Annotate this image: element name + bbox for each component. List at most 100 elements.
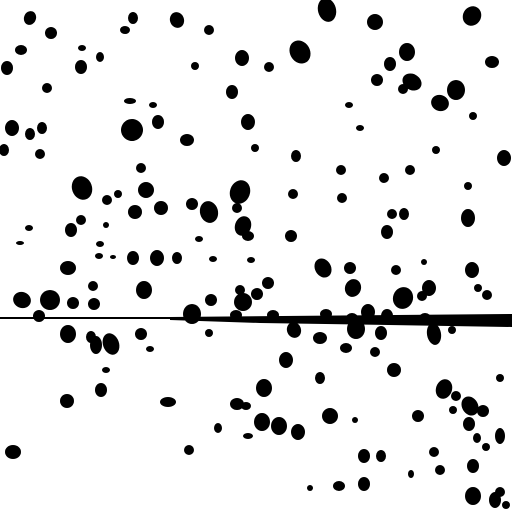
speckle-blob bbox=[232, 203, 242, 213]
speckle-blob bbox=[398, 84, 408, 94]
speckle-blob bbox=[279, 352, 293, 368]
speckle-blob bbox=[345, 102, 353, 108]
speckle-blob bbox=[45, 27, 57, 39]
speckle-blob bbox=[169, 12, 185, 28]
speckle-blob bbox=[387, 363, 401, 377]
speckle-blob bbox=[226, 85, 238, 99]
speckle-blob bbox=[42, 83, 52, 93]
speckle-blob bbox=[376, 450, 386, 462]
speckle-blob bbox=[75, 60, 87, 74]
speckle-blob bbox=[120, 26, 130, 34]
speckle-blob bbox=[451, 391, 461, 401]
speckle-blob bbox=[337, 193, 347, 203]
speckle-blob bbox=[78, 45, 86, 51]
speckle-blob bbox=[234, 293, 252, 311]
speckle-blob bbox=[286, 322, 302, 338]
speckle-blob bbox=[381, 225, 393, 239]
speckle-blob bbox=[251, 144, 259, 152]
speckle-blob bbox=[474, 284, 482, 292]
speckle-blob bbox=[391, 265, 401, 275]
speckle-blob bbox=[65, 223, 77, 237]
speckle-blob bbox=[60, 325, 76, 343]
speckle-blob bbox=[88, 281, 98, 291]
speckle-blob bbox=[497, 150, 511, 166]
speckle-blob bbox=[149, 102, 157, 108]
speckle-blob bbox=[379, 173, 389, 183]
speckle-blob bbox=[313, 332, 327, 344]
speckle-blob bbox=[136, 163, 146, 173]
speckle-blob bbox=[322, 408, 338, 424]
speckle-blob bbox=[199, 201, 219, 223]
speckle-blob bbox=[229, 180, 251, 204]
speckle-blob bbox=[96, 241, 104, 247]
speckle-blob bbox=[103, 222, 109, 228]
speckle-blob bbox=[205, 329, 213, 337]
speckle-blob bbox=[399, 208, 409, 220]
speckle-blob bbox=[241, 402, 251, 410]
line-layer bbox=[0, 314, 512, 327]
speckle-blob bbox=[1, 61, 13, 75]
speckle-blob bbox=[25, 225, 33, 231]
speckle-blob bbox=[431, 94, 449, 112]
speckle-blob bbox=[186, 198, 198, 210]
speckle-blob bbox=[392, 287, 414, 309]
speckle-blob bbox=[124, 98, 136, 104]
speckle-blob bbox=[67, 297, 79, 309]
speckle-blob bbox=[461, 396, 479, 416]
speckle-blob bbox=[448, 326, 456, 334]
speckle-blob bbox=[235, 50, 249, 66]
speckle-blob bbox=[264, 62, 274, 72]
speckle-blob bbox=[127, 251, 139, 265]
speckle-blob bbox=[150, 250, 164, 266]
speckle-blob bbox=[495, 428, 505, 444]
speckle-blob bbox=[477, 405, 489, 417]
speckle-blob bbox=[204, 25, 214, 35]
speckle-blob bbox=[496, 374, 504, 382]
speckle-blob bbox=[426, 323, 442, 345]
speckle-blob bbox=[465, 262, 479, 278]
speckle-blob bbox=[421, 259, 427, 265]
speckle-blob bbox=[128, 12, 138, 24]
speckle-blob bbox=[23, 11, 37, 25]
speckle-blob bbox=[146, 346, 154, 352]
speckle-blob bbox=[461, 209, 475, 227]
speckle-blob bbox=[502, 501, 510, 509]
speckle-blob bbox=[13, 291, 31, 309]
speckle-blob bbox=[128, 205, 142, 219]
speckle-blob bbox=[160, 397, 176, 407]
speckle-blob bbox=[399, 43, 415, 61]
speckle-blob bbox=[234, 216, 252, 236]
speckle-blob bbox=[371, 74, 383, 86]
speckle-blob bbox=[387, 209, 397, 219]
speckle-blob bbox=[5, 445, 21, 459]
speckle-blob bbox=[254, 413, 270, 431]
speckle-blob bbox=[464, 182, 472, 190]
speckle-blob bbox=[96, 52, 104, 62]
speckle-blob bbox=[16, 241, 24, 245]
speckle-blob bbox=[285, 230, 297, 242]
speckle-blob bbox=[95, 383, 107, 397]
speckle-blob bbox=[495, 487, 505, 497]
speckle-blob bbox=[247, 257, 255, 263]
speckle-blob bbox=[315, 372, 325, 384]
speckle-blob bbox=[271, 417, 287, 435]
speckle-blob bbox=[340, 343, 352, 353]
speckle-blob bbox=[184, 445, 194, 455]
speckle-blob bbox=[205, 294, 217, 306]
speckle-blob bbox=[102, 367, 110, 373]
speckle-blob bbox=[180, 134, 194, 146]
speckle-blob bbox=[289, 40, 311, 64]
speckle-blob bbox=[37, 122, 47, 134]
speckle-blob bbox=[191, 62, 199, 70]
speckle-blob bbox=[135, 328, 147, 340]
speckle-blob bbox=[358, 477, 370, 491]
speckle-blob bbox=[243, 433, 253, 439]
speckle-blob bbox=[33, 310, 45, 322]
speckle-blob bbox=[76, 215, 86, 225]
speckle-blob bbox=[462, 6, 482, 26]
speckle-blob bbox=[333, 481, 345, 491]
speckle-blob bbox=[95, 253, 103, 259]
speckle-blob bbox=[469, 112, 477, 120]
speckle-blob bbox=[214, 423, 222, 433]
speckle-blob bbox=[136, 281, 152, 299]
